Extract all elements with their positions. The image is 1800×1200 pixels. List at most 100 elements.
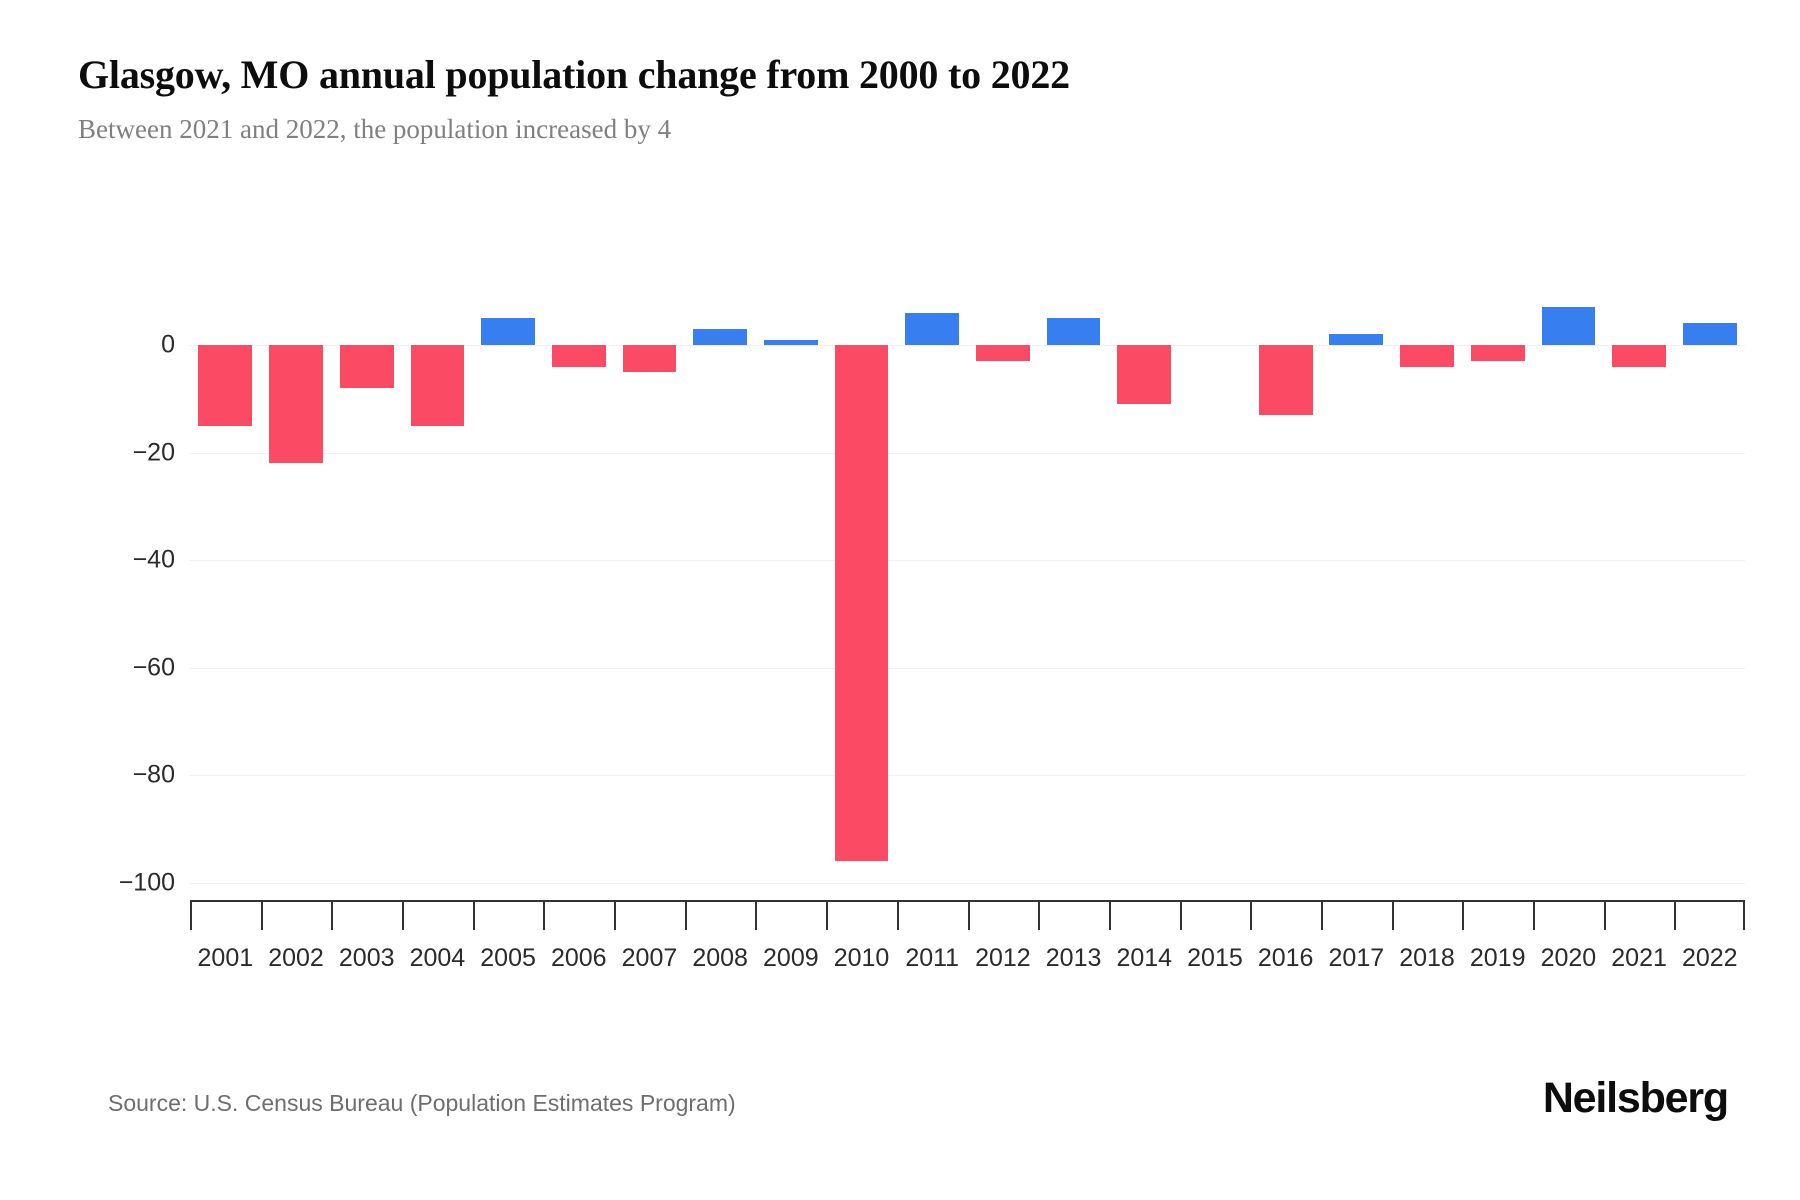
x-axis-tick — [1532, 901, 1535, 930]
page-title: Glasgow, MO annual population change fro… — [78, 52, 1070, 97]
x-axis-tick-label: 2006 — [550, 944, 607, 972]
x-axis-tick-label: 2015 — [1187, 944, 1243, 972]
x-axis-tick — [1462, 901, 1465, 930]
bar-slot — [1462, 237, 1533, 900]
gridline — [190, 560, 1745, 562]
bar-2004[interactable] — [410, 345, 465, 426]
bar-slot — [1180, 237, 1251, 900]
x-axis-tick — [1391, 901, 1394, 930]
bar-2018[interactable] — [1400, 345, 1454, 367]
bar-slot — [826, 237, 897, 900]
chart-subtitle: Between 2021 and 2022, the population in… — [78, 114, 672, 144]
y-axis-tick-labels: 0 −20 −40 −60 −80 −100 — [0, 0, 175, 1200]
x-axis-tick — [826, 901, 829, 930]
bar-2013[interactable] — [1046, 318, 1101, 345]
bar-slot — [1321, 237, 1392, 900]
bar-series — [190, 237, 1745, 900]
x-axis-tick — [1108, 901, 1111, 930]
x-axis-tick-labels: 2001 2002 2003 2004 2005 2006 2007 2008 2009 2010… — [190, 944, 1745, 984]
bar-slot — [1250, 237, 1321, 900]
x-axis-tick — [684, 901, 687, 930]
x-axis-tick-label: 2019 — [1469, 944, 1526, 972]
bar-2006[interactable] — [551, 345, 606, 367]
gridline — [190, 775, 1745, 777]
y-axis-tick-label: 0 — [161, 330, 175, 359]
x-axis-tick — [967, 901, 970, 930]
x-axis-tick — [1743, 901, 1745, 930]
x-axis-tick-label: 2018 — [1399, 944, 1455, 972]
y-axis-tick-label: −20 — [132, 438, 175, 467]
bar-2007[interactable] — [622, 345, 677, 372]
gridline — [190, 667, 1745, 669]
y-axis-tick-label: −60 — [132, 653, 175, 682]
x-axis-tick — [402, 901, 405, 930]
x-axis-tick-label: 2004 — [409, 944, 466, 972]
bar-slot — [1533, 237, 1604, 900]
x-axis-tick — [472, 901, 475, 930]
x-axis-tick-label: 2022 — [1681, 944, 1738, 972]
bar-2021[interactable] — [1612, 345, 1666, 367]
x-axis-tick — [1179, 901, 1182, 930]
bar-2008[interactable] — [693, 328, 747, 345]
brand-logo: Neilsberg — [1542, 1074, 1729, 1122]
x-axis-tick-label: 2012 — [975, 944, 1031, 972]
gridline — [190, 883, 1745, 884]
x-axis-tick — [1038, 901, 1041, 930]
bar-2009[interactable] — [763, 339, 818, 345]
x-axis-tick-label: 2002 — [268, 944, 324, 972]
bar-slot — [331, 237, 402, 900]
bar-2003[interactable] — [339, 345, 394, 389]
bar-2016[interactable] — [1258, 345, 1313, 415]
x-axis-tick — [896, 901, 899, 930]
x-axis-tick-label: 2007 — [621, 944, 678, 972]
x-axis-ticks — [190, 901, 1745, 931]
x-axis-tick — [543, 901, 546, 930]
x-axis-tick-label: 2001 — [197, 944, 254, 972]
bar-slot — [1109, 237, 1180, 900]
x-axis-tick-label: 2021 — [1611, 944, 1667, 972]
bar-slot — [543, 237, 614, 900]
bar-2002[interactable] — [269, 345, 323, 464]
bar-2019[interactable] — [1470, 345, 1525, 362]
bar-2014[interactable] — [1117, 345, 1172, 405]
x-axis-tick-label: 2016 — [1257, 944, 1314, 972]
x-axis-tick-label: 2008 — [692, 944, 748, 972]
x-axis-tick — [1603, 901, 1606, 930]
bar-2005[interactable] — [481, 318, 535, 345]
x-axis-tick-label: 2010 — [833, 944, 890, 972]
bar-slot — [1674, 237, 1745, 900]
bar-2012[interactable] — [976, 345, 1030, 362]
y-axis-tick-label: −80 — [132, 760, 175, 789]
gridline — [190, 452, 1745, 454]
bar-slot — [261, 237, 332, 900]
gridline — [190, 345, 1745, 346]
bar-slot — [968, 237, 1039, 900]
x-axis-tick — [1250, 901, 1253, 930]
bar-slot — [190, 237, 261, 900]
bar-slot — [402, 237, 473, 900]
bar-slot — [685, 237, 756, 900]
x-axis-tick-label: 2003 — [338, 944, 395, 972]
chart-header: Glasgow, MO annual population change fro… — [78, 52, 1728, 145]
bar-2011[interactable] — [905, 312, 960, 345]
bar-slot — [897, 237, 968, 900]
x-axis-tick-label: 2014 — [1116, 944, 1173, 972]
bar-2020[interactable] — [1541, 307, 1596, 345]
bar-2017[interactable] — [1329, 334, 1384, 345]
x-axis-tick — [614, 901, 617, 930]
bar-slot — [1604, 237, 1675, 900]
bar-2001[interactable] — [198, 345, 253, 426]
y-axis-tick-label: −40 — [132, 545, 175, 574]
bar-2010[interactable] — [834, 345, 889, 862]
x-axis-tick-label: 2013 — [1045, 944, 1102, 972]
source-note: Source: U.S. Census Bureau (Population E… — [108, 1090, 736, 1116]
x-axis-tick-label: 2017 — [1328, 944, 1385, 972]
x-axis-tick — [1674, 901, 1677, 930]
bar-2022[interactable] — [1682, 323, 1737, 345]
bar-slot — [473, 237, 544, 900]
x-axis-tick-label: 2005 — [480, 944, 536, 972]
x-axis-tick — [1320, 901, 1323, 930]
bar-slot — [1392, 237, 1463, 900]
